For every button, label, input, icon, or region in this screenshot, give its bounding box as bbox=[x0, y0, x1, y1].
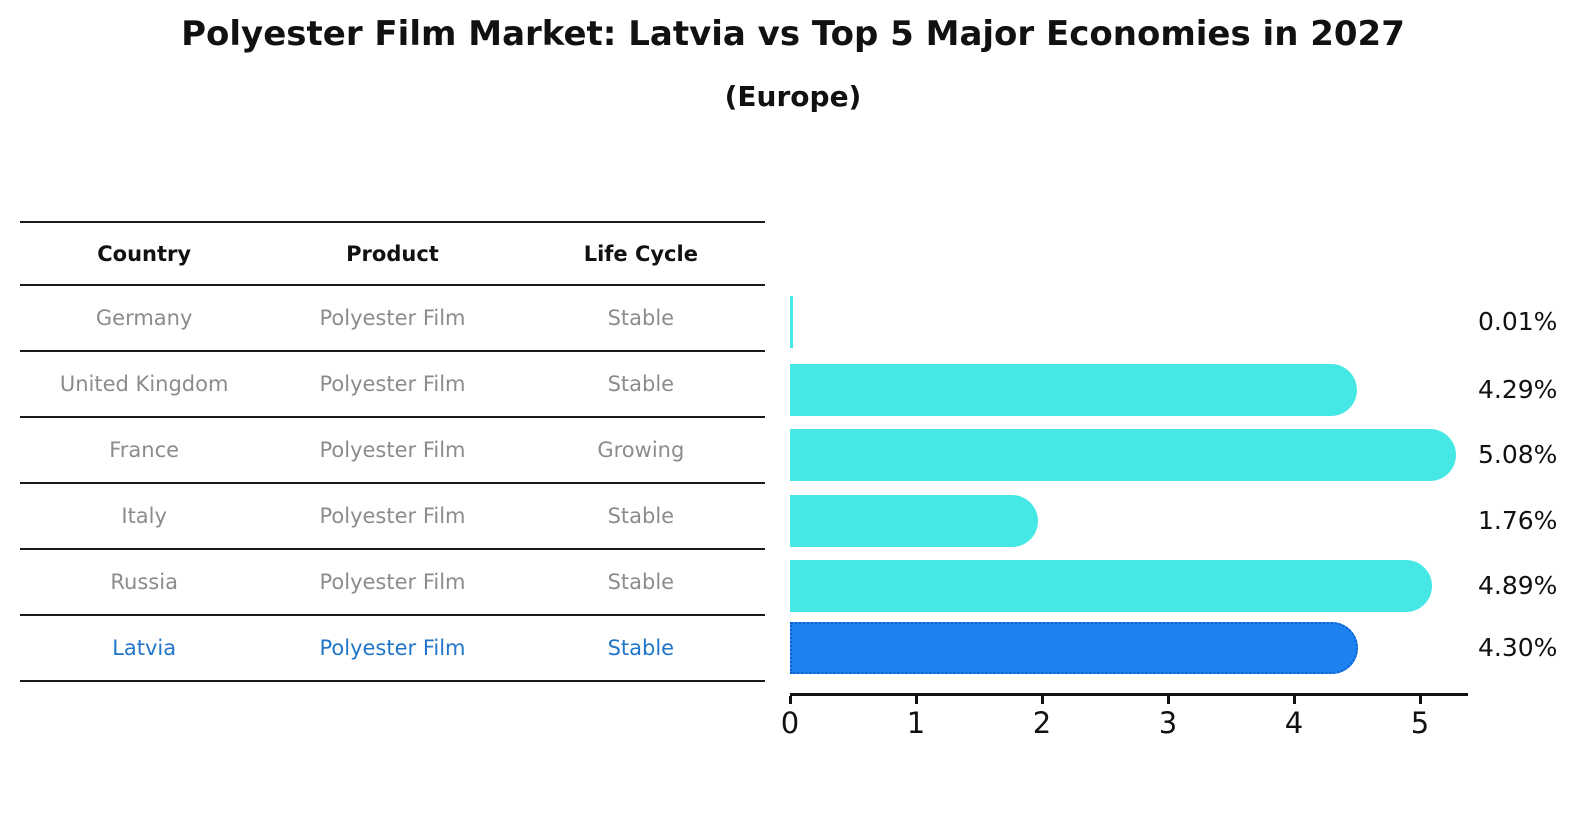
bar-france bbox=[790, 429, 1457, 481]
col-header-product: Product bbox=[268, 221, 517, 286]
table-cell: Polyester Film bbox=[268, 615, 517, 682]
x-axis-line bbox=[790, 693, 1468, 696]
table-header-row: Country Product Life Cycle bbox=[20, 221, 765, 286]
table-row-united-kingdom: United Kingdom Polyester Film Stable bbox=[20, 351, 765, 418]
table-cell: Russia bbox=[20, 549, 269, 616]
value-label-italy: 1.76% bbox=[1478, 506, 1558, 535]
col-header-country: Country bbox=[20, 221, 269, 286]
bar-germany bbox=[790, 296, 793, 348]
table-cell: Polyester Film bbox=[268, 483, 517, 550]
x-axis-tick-label-3: 3 bbox=[1158, 706, 1178, 740]
table-row-germany: Germany Polyester Film Stable bbox=[20, 285, 765, 352]
table-cell: Latvia bbox=[20, 615, 269, 682]
table-cell: Polyester Film bbox=[268, 351, 517, 418]
value-label-united-kingdom: 4.29% bbox=[1478, 375, 1558, 404]
x-axis-tick-label-1: 1 bbox=[906, 706, 926, 740]
country-table: Country Product Life Cycle Germany Polyes… bbox=[20, 221, 765, 682]
table-row-latvia: Latvia Polyester Film Stable bbox=[20, 615, 765, 682]
table-cell: Stable bbox=[516, 615, 765, 682]
table-cell: United Kingdom bbox=[20, 351, 269, 418]
x-axis-tick-4 bbox=[1292, 696, 1296, 704]
col-header-life-cycle: Life Cycle bbox=[516, 221, 765, 286]
x-axis-tick-3 bbox=[1166, 696, 1170, 704]
table-cell: Polyester Film bbox=[268, 417, 517, 484]
table-cell: France bbox=[20, 417, 269, 484]
table-cell: Stable bbox=[516, 285, 765, 352]
x-axis-tick-label-0: 0 bbox=[780, 706, 800, 740]
x-axis-tick-label-5: 5 bbox=[1410, 706, 1430, 740]
value-label-germany: 0.01% bbox=[1478, 307, 1558, 336]
bar-united-kingdom bbox=[790, 364, 1357, 416]
table-cell: Polyester Film bbox=[268, 549, 517, 616]
table-cell: Stable bbox=[516, 549, 765, 616]
x-axis-tick-label-4: 4 bbox=[1284, 706, 1304, 740]
chart-subtitle: (Europe) bbox=[724, 80, 862, 113]
bar-latvia bbox=[790, 622, 1358, 674]
chart-title: Polyester Film Market: Latvia vs Top 5 M… bbox=[181, 14, 1405, 54]
value-label-france: 5.08% bbox=[1478, 440, 1558, 469]
table-cell: Germany bbox=[20, 285, 269, 352]
value-label-russia: 4.89% bbox=[1478, 571, 1558, 600]
table-body: Germany Polyester Film Stable United Kingdo… bbox=[20, 285, 765, 682]
table-row-italy: Italy Polyester Film Stable bbox=[20, 483, 765, 550]
table-row-russia: Russia Polyester Film Stable bbox=[20, 549, 765, 616]
table-row-france: France Polyester Film Growing bbox=[20, 417, 765, 484]
value-label-latvia: 4.30% bbox=[1478, 633, 1558, 662]
x-axis-tick-2 bbox=[1040, 696, 1044, 704]
x-axis-tick-0 bbox=[788, 696, 792, 704]
x-axis-tick-label-2: 2 bbox=[1032, 706, 1052, 740]
x-axis-tick-5 bbox=[1418, 696, 1422, 704]
bar-russia bbox=[790, 560, 1433, 612]
table-cell: Stable bbox=[516, 351, 765, 418]
table-cell: Polyester Film bbox=[268, 285, 517, 352]
table-cell: Italy bbox=[20, 483, 269, 550]
table-cell: Growing bbox=[516, 417, 765, 484]
table-cell: Stable bbox=[516, 483, 765, 550]
bar-italy bbox=[790, 495, 1038, 547]
x-axis-tick-1 bbox=[914, 696, 918, 704]
